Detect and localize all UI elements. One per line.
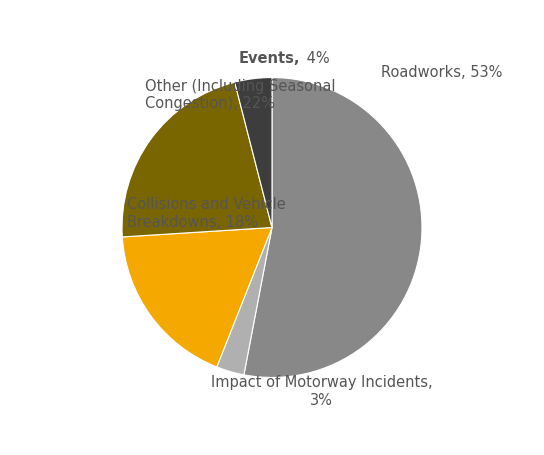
Text: Collisions and Vehicle
Breakdowns, 18%: Collisions and Vehicle Breakdowns, 18% <box>127 197 286 230</box>
Wedge shape <box>217 228 272 375</box>
Text: Impact of Motorway Incidents,
3%: Impact of Motorway Incidents, 3% <box>211 375 432 408</box>
Text: Other (Including Seasonal
Congestion), 22%: Other (Including Seasonal Congestion), 2… <box>145 79 336 111</box>
Text: Roadworks, 53%: Roadworks, 53% <box>381 65 503 80</box>
Text: 4%: 4% <box>302 51 330 66</box>
Wedge shape <box>122 228 272 367</box>
Wedge shape <box>234 77 272 228</box>
Text: Events,: Events, <box>239 51 300 66</box>
Wedge shape <box>122 82 272 237</box>
Wedge shape <box>244 77 422 378</box>
